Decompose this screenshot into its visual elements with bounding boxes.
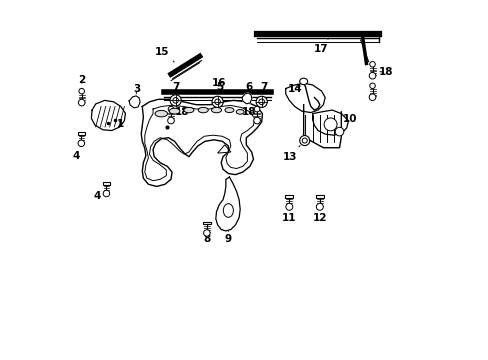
Circle shape [335,127,343,136]
Polygon shape [91,100,125,131]
Polygon shape [141,99,262,186]
Text: 8: 8 [203,234,210,244]
Circle shape [168,106,173,112]
Polygon shape [312,110,348,135]
Circle shape [254,106,259,112]
Circle shape [203,230,210,236]
Ellipse shape [155,111,167,117]
Ellipse shape [223,204,233,217]
Ellipse shape [198,107,208,113]
Circle shape [78,140,84,147]
Circle shape [170,95,181,106]
Circle shape [368,72,375,79]
Circle shape [369,62,374,67]
Circle shape [299,135,309,145]
Circle shape [285,203,292,210]
Polygon shape [285,83,325,113]
Circle shape [368,94,375,100]
Text: 11: 11 [282,209,296,222]
Ellipse shape [299,78,307,85]
Polygon shape [242,93,251,104]
Text: 13: 13 [283,145,300,162]
Text: 9: 9 [224,231,231,244]
Text: 12: 12 [312,209,326,222]
Circle shape [214,99,220,105]
Text: 18: 18 [174,107,188,117]
Ellipse shape [183,107,194,113]
Circle shape [172,98,178,103]
Circle shape [302,138,306,143]
Text: 4: 4 [94,191,104,201]
Bar [203,222,210,224]
Text: 14: 14 [287,84,302,94]
Ellipse shape [224,108,233,113]
Text: 2: 2 [78,75,85,85]
Text: 1: 1 [117,120,124,129]
Circle shape [324,118,336,131]
Circle shape [78,99,85,106]
Text: 5: 5 [215,82,223,93]
Text: 17: 17 [314,38,328,54]
Circle shape [79,89,84,94]
Ellipse shape [236,109,244,114]
Circle shape [103,190,109,197]
Text: 10: 10 [343,114,357,124]
Circle shape [167,117,174,124]
Circle shape [316,203,323,210]
Circle shape [369,83,374,89]
Bar [102,182,110,185]
Bar [78,132,85,135]
Text: 15: 15 [155,46,174,62]
Ellipse shape [169,108,180,114]
Text: 7: 7 [172,82,179,93]
Circle shape [253,117,260,124]
Polygon shape [129,96,140,108]
Text: 6: 6 [244,82,252,93]
Text: 18: 18 [378,67,393,77]
Text: 18: 18 [241,107,256,117]
Circle shape [256,96,267,107]
Ellipse shape [211,107,221,113]
Polygon shape [215,177,240,231]
Circle shape [258,99,264,105]
Circle shape [212,96,223,107]
Text: 3: 3 [133,84,140,94]
Text: 4: 4 [73,145,81,161]
Text: 7: 7 [260,82,267,93]
Bar [315,195,323,198]
Bar [285,195,293,198]
Text: 16: 16 [212,78,226,91]
